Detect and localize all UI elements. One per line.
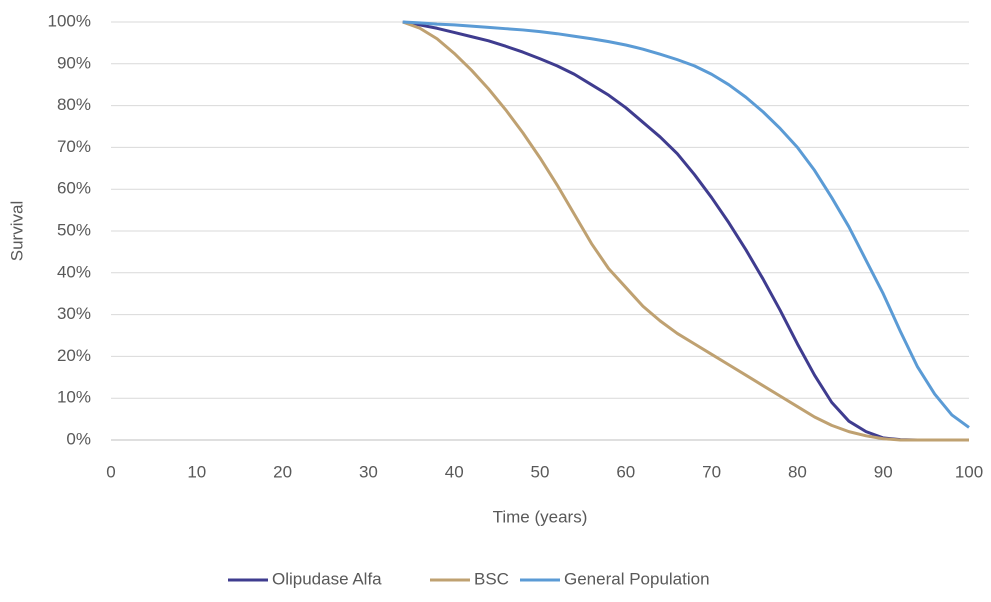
y-tick-label: 100% (48, 11, 91, 30)
line-series (402, 20, 969, 442)
x-tick-label: 10 (187, 462, 206, 481)
y-tick-label: 60% (57, 179, 91, 198)
line-series (402, 20, 969, 442)
y-axis-label: Survival (7, 201, 26, 261)
y-tick-label: 70% (57, 137, 91, 156)
legend-label: Olipudase Alfa (272, 569, 382, 588)
legend-label: General Population (564, 569, 710, 588)
x-tick-label: 20 (273, 462, 292, 481)
x-tick-label: 40 (445, 462, 464, 481)
x-tick-label: 30 (359, 462, 378, 481)
y-tick-label: 30% (57, 304, 91, 323)
y-tick-label: 0% (66, 429, 91, 448)
x-tick-label: 50 (531, 462, 550, 481)
x-tick-label: 90 (874, 462, 893, 481)
y-tick-label: 10% (57, 388, 91, 407)
x-axis-label: Time (years) (493, 507, 588, 526)
y-tick-label: 50% (57, 220, 91, 239)
legend-label: BSC (474, 569, 509, 588)
line-series (402, 20, 970, 429)
y-tick-label: 80% (57, 95, 91, 114)
x-tick-label: 100 (955, 462, 983, 481)
x-tick-label: 70 (702, 462, 721, 481)
y-tick-label: 20% (57, 346, 91, 365)
y-tick-label: 90% (57, 53, 91, 72)
x-tick-label: 60 (616, 462, 635, 481)
x-tick-label: 0 (106, 462, 115, 481)
x-tick-label: 80 (788, 462, 807, 481)
y-tick-label: 40% (57, 262, 91, 281)
